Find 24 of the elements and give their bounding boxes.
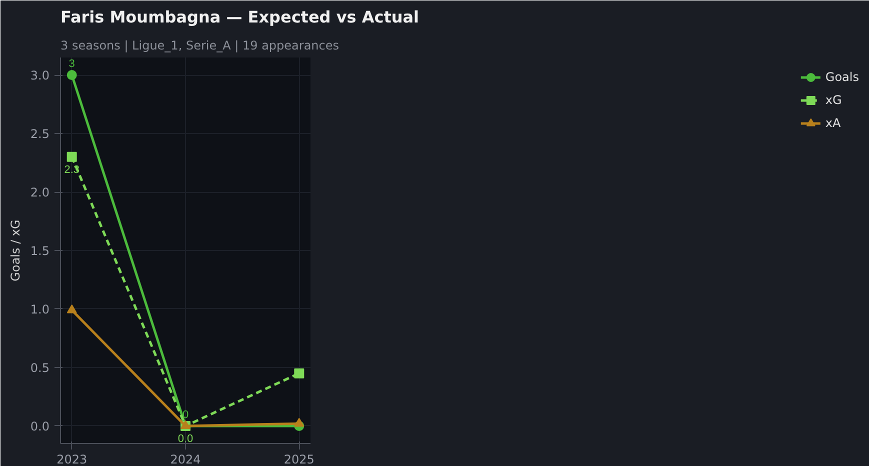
data-label: 3: [68, 58, 75, 70]
y-tick-label: 2.5: [30, 127, 50, 142]
point: [66, 70, 77, 80]
x-tick-label: 2023: [56, 452, 88, 466]
y-tick-label: 3.0: [30, 68, 50, 83]
legend-label: xG: [825, 93, 843, 107]
point: [66, 152, 77, 162]
y-tick-label: 1.5: [30, 244, 50, 258]
data-label: 0: [182, 408, 189, 421]
y-tick-label: 1.0: [30, 302, 50, 316]
data-label: 0.0: [178, 432, 194, 445]
chart-title: Faris Moumbagna — Expected vs Actual: [60, 8, 420, 26]
y-tick-label: 0.0: [30, 419, 50, 434]
point: [294, 418, 304, 427]
y-tick-label: 0.5: [30, 360, 50, 375]
point: [294, 368, 304, 378]
y-tick-label: 2.0: [30, 186, 50, 200]
x-tick-label: 2025: [284, 452, 314, 466]
legend-label: xA: [825, 116, 842, 130]
legend-label: Goals: [825, 70, 859, 84]
point: [66, 304, 77, 314]
y-axis-title: Goals / xG: [8, 220, 22, 282]
x-tick-label: 2024: [170, 452, 201, 466]
chart-subtitle: 3 seasons | Ligue_1, Serie_A | 19 appearances: [60, 38, 340, 52]
